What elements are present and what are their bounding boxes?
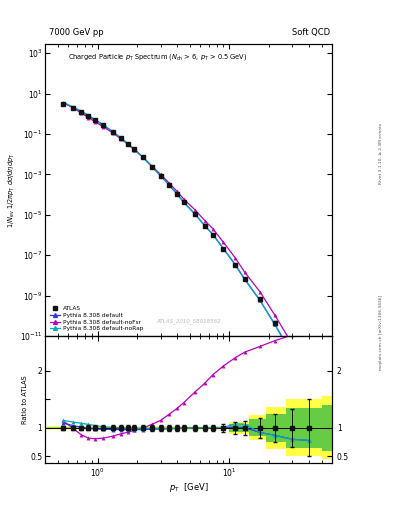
Text: ATLAS_2010_S8918562: ATLAS_2010_S8918562 (156, 319, 221, 325)
Y-axis label: $1/N_{\rm ev}\ 1/2\pi p_{\rm T}\ d\sigma/d\eta dp_{\rm T}$: $1/N_{\rm ev}\ 1/2\pi p_{\rm T}\ d\sigma… (7, 152, 17, 227)
Text: Rivet 3.1.10, ≥ 2.3M events: Rivet 3.1.10, ≥ 2.3M events (379, 123, 383, 184)
Text: mcplots.cern.ch [arXiv:1306.3436]: mcplots.cern.ch [arXiv:1306.3436] (379, 295, 383, 370)
X-axis label: $p_{\rm T}$  [GeV]: $p_{\rm T}$ [GeV] (169, 481, 208, 494)
Y-axis label: Ratio to ATLAS: Ratio to ATLAS (22, 375, 28, 424)
Legend: ATLAS, Pythia 8.308 default, Pythia 8.308 default-noFsr, Pythia 8.308 default-no: ATLAS, Pythia 8.308 default, Pythia 8.30… (48, 304, 145, 333)
Text: Soft QCD: Soft QCD (292, 28, 330, 37)
Text: Charged Particle $p_{\rm T}$ Spectrum ($N_{\rm ch}$ > 6, $p_{\rm T}$ > 0.5 GeV): Charged Particle $p_{\rm T}$ Spectrum ($… (68, 52, 248, 62)
Text: 7000 GeV pp: 7000 GeV pp (49, 28, 104, 37)
